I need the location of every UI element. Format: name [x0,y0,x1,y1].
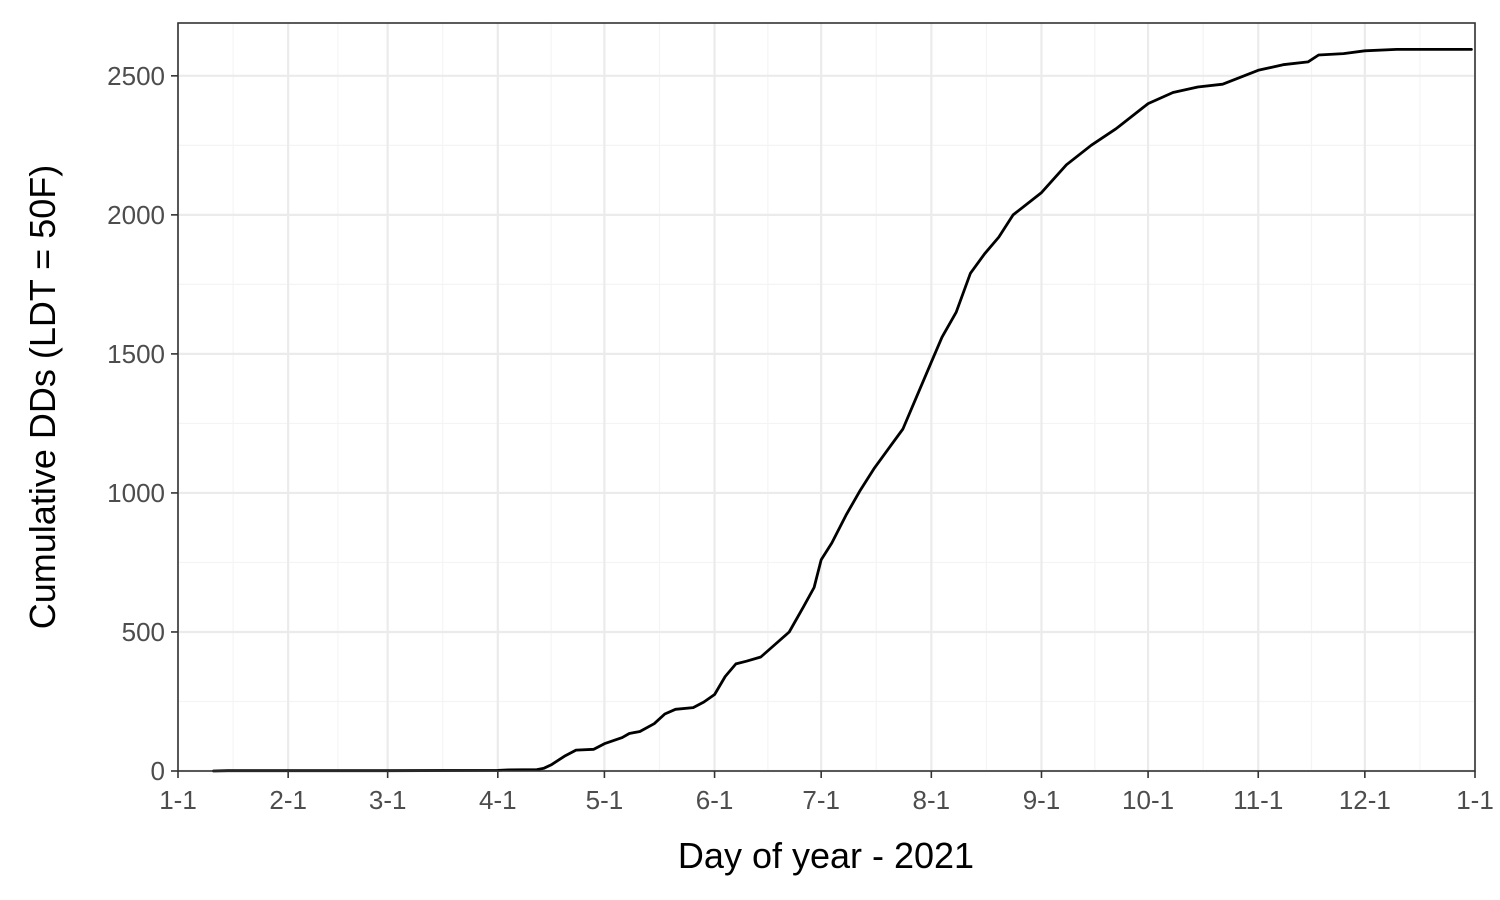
y-axis: 0 500 1000 1500 2000 2500 [107,61,178,786]
x-tick-label: 2-1 [269,785,307,815]
x-tick-label: 7-1 [802,785,840,815]
series-layer [212,48,1473,773]
x-tick-label: 3-1 [369,785,407,815]
x-tick-label: 10-1 [1122,785,1174,815]
x-tick-label: 11-1 [1233,785,1283,815]
x-tick-label: 6-1 [696,785,734,815]
y-tick-label: 500 [122,617,165,647]
x-tick-label: 5-1 [586,785,624,815]
y-tick-label: 0 [151,756,165,786]
x-axis: 1-1 2-1 3-1 4-1 5-1 6-1 7-1 8-1 9-1 10-1 11-1 12-1 1… [159,771,1494,815]
y-tick-label: 1500 [107,339,165,369]
x-tick-label: 1-1 [1456,785,1494,815]
y-axis-title: Cumulative DDs (LDT = 50F) [22,165,63,629]
y-tick-label: 2500 [107,61,165,91]
x-tick-label: 9-1 [1023,785,1061,815]
x-tick-label: 1-1 [159,785,197,815]
x-tick-label: 12-1 [1339,785,1391,815]
series-line [212,48,1473,773]
y-tick-label: 1000 [107,478,165,508]
x-axis-title: Day of year - 2021 [678,835,974,876]
x-tick-label: 8-1 [913,785,951,815]
x-tick-label: 4-1 [479,785,517,815]
y-tick-label: 2000 [107,200,165,230]
panel-background [178,23,1475,771]
panel-border [177,22,1476,772]
